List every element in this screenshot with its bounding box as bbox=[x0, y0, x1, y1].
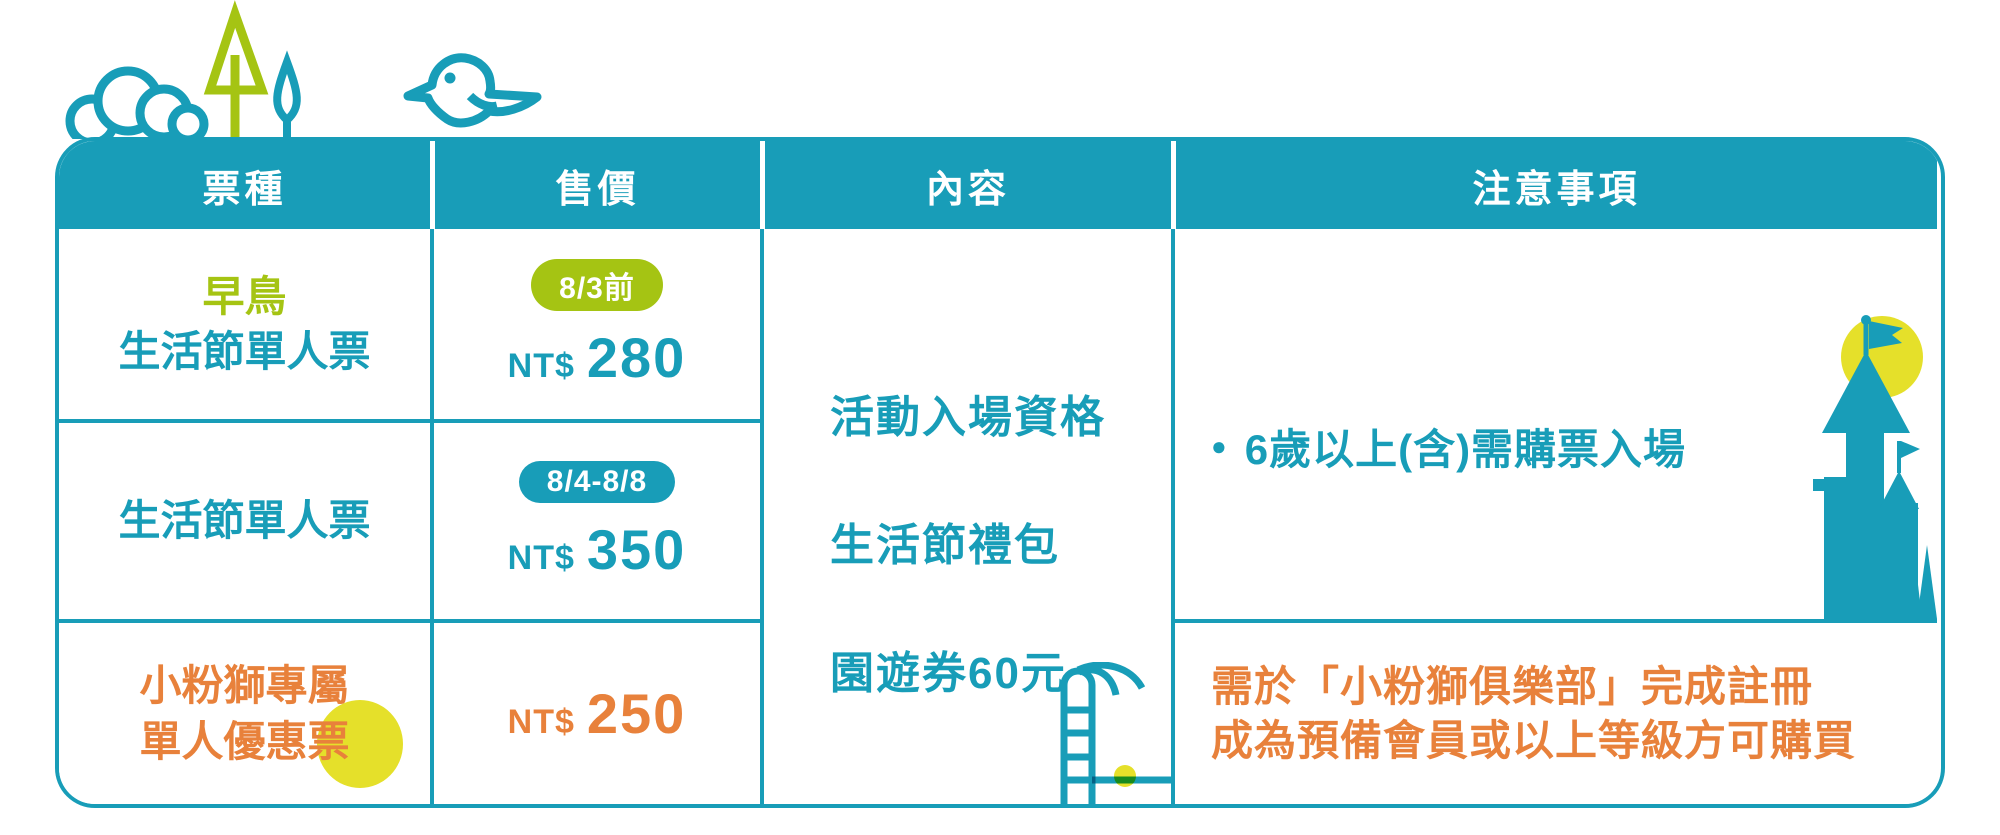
price-currency: NT$ bbox=[507, 346, 575, 385]
pine-tree-icon bbox=[203, 0, 269, 139]
header-label: 票種 bbox=[202, 168, 287, 211]
yellow-circle bbox=[317, 700, 403, 788]
cell-price-earlybird: 8/3前 NT$ 280 bbox=[430, 229, 760, 419]
content-line: 園遊券60元 bbox=[830, 648, 1067, 698]
cell-note-member: 需於「小粉獅俱樂部」完成註冊 成為預備會員或以上等級方可購買 bbox=[1171, 619, 1937, 804]
cell-price-member: NT$ 250 bbox=[430, 619, 760, 804]
price-amount: 280 bbox=[586, 325, 687, 389]
ticket-name-line2: 單人優惠票 bbox=[139, 717, 350, 765]
header-content: 內容 bbox=[760, 141, 1171, 229]
note-member-line2: 成為預備會員或以上等級方可購買 bbox=[1211, 716, 1857, 764]
date-badge: 8/3前 bbox=[531, 258, 663, 311]
cell-price-regular: 8/4-8/8 NT$ 350 bbox=[430, 419, 760, 619]
header-ticket-type: 票種 bbox=[59, 141, 430, 229]
header-label: 注意事項 bbox=[1472, 168, 1641, 211]
cell-ticket-earlybird: 早鳥 生活節單人票 bbox=[59, 229, 430, 419]
content-line: 生活節禮包 bbox=[830, 520, 1060, 570]
sun-circle bbox=[1841, 316, 1923, 398]
ticket-name-line2: 生活節單人票 bbox=[118, 328, 371, 375]
header-label: 售價 bbox=[555, 168, 640, 211]
note-member-line1: 需於「小粉獅俱樂部」完成註冊 bbox=[1211, 662, 1814, 710]
ticket-name-line1: 早鳥 bbox=[202, 272, 287, 320]
price-amount: 350 bbox=[586, 517, 687, 581]
content-line: 活動入場資格 bbox=[830, 392, 1106, 442]
cell-ticket-regular: 生活節單人票 bbox=[59, 419, 430, 619]
price-currency: NT$ bbox=[507, 703, 575, 741]
cell-note-general: ● 6歲以上(含)需購票入場 bbox=[1171, 229, 1937, 619]
header-notes: 注意事項 bbox=[1171, 141, 1937, 229]
header-price: 售價 bbox=[430, 141, 760, 229]
note-general-text: 6歲以上(含)需購票入場 bbox=[1244, 425, 1687, 473]
bird-icon bbox=[403, 53, 542, 128]
yellow-dot bbox=[1114, 765, 1136, 787]
bullet-icon: ● bbox=[1211, 431, 1227, 461]
top-doodles bbox=[65, 0, 542, 139]
date-badge: 8/4-8/8 bbox=[518, 460, 676, 503]
price-amount: 250 bbox=[586, 682, 687, 745]
castle-icon bbox=[1813, 315, 1937, 619]
header-label: 內容 bbox=[925, 168, 1010, 211]
ticket-name-line1: 小粉獅專屬 bbox=[139, 662, 350, 710]
cloud-icon bbox=[65, 66, 209, 139]
leaf-tree-icon bbox=[273, 50, 301, 139]
ticket-name: 生活節單人票 bbox=[118, 497, 371, 545]
cell-content-merged: 活動入場資格 生活節禮包 園遊券60元 bbox=[760, 229, 1171, 804]
cell-ticket-member: 小粉獅專屬 單人優惠票 bbox=[59, 619, 430, 804]
price-currency: NT$ bbox=[507, 538, 575, 577]
price-table: 票種 售價 內容 注意事項 早鳥 生活節單人票 8/3前 NT$ 280 生活節… bbox=[55, 137, 1945, 808]
